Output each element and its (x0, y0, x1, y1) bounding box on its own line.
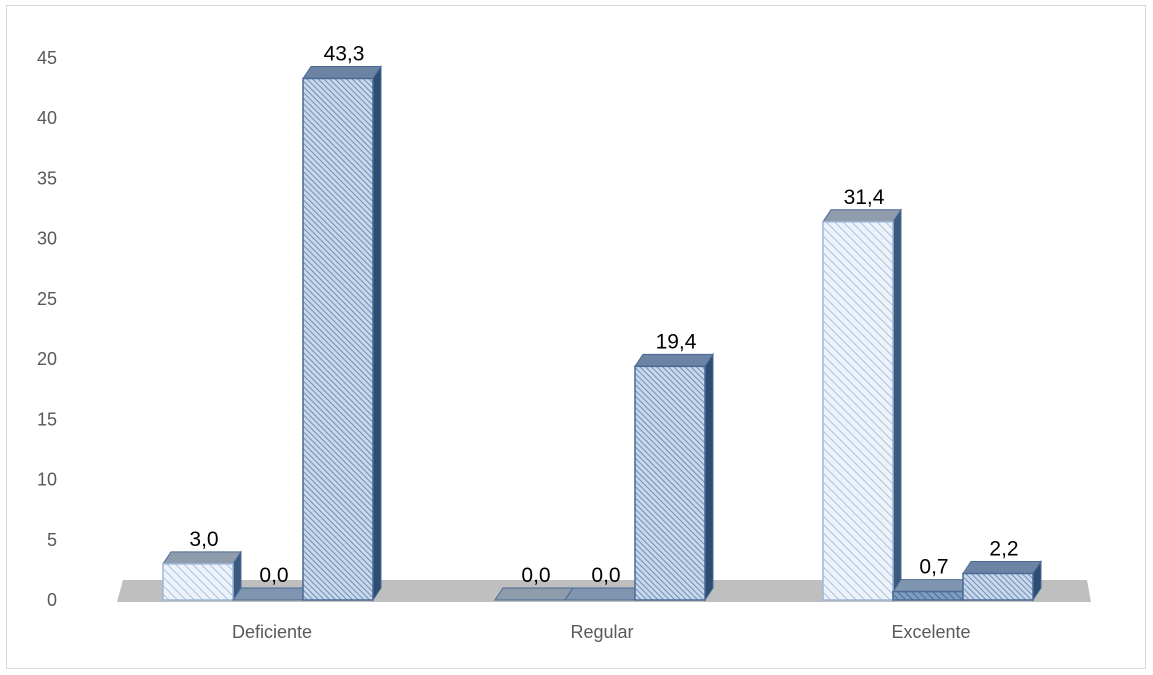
data-label: 0,0 (591, 564, 620, 587)
category-label: Regular (570, 622, 633, 642)
bar (565, 588, 643, 600)
column-chart: 0 5 10 15 20 25 30 35 40 45 3,0 0,0 43,3 0,0 0,0 19,4 3… (7, 6, 1147, 670)
y-tick-label: 30 (37, 229, 57, 249)
y-tick-label: 10 (37, 470, 57, 490)
bar (303, 66, 381, 600)
data-label: 0,0 (521, 564, 550, 587)
y-tick-label: 25 (37, 289, 57, 309)
category-labels: Deficiente Regular Excelente (232, 622, 971, 642)
data-label: 31,4 (844, 186, 885, 209)
category-label: Deficiente (232, 622, 312, 642)
bar (893, 580, 971, 600)
chart-frame: 0 5 10 15 20 25 30 35 40 45 3,0 0,0 43,3 0,0 0,0 19,4 3… (6, 5, 1146, 669)
bar (823, 210, 901, 600)
y-tick-label: 5 (47, 530, 57, 550)
bar (163, 552, 241, 600)
y-tick-label: 0 (47, 590, 57, 610)
data-label: 0,0 (259, 564, 288, 587)
y-tick-label: 40 (37, 108, 57, 128)
y-tick-label: 45 (37, 48, 57, 68)
data-label: 3,0 (189, 528, 218, 551)
y-tick-label: 20 (37, 349, 57, 369)
category-label: Excelente (891, 622, 970, 642)
y-tick-label: 35 (37, 168, 57, 188)
bar (495, 588, 573, 600)
bar (635, 354, 713, 600)
data-label: 0,7 (919, 556, 948, 579)
bar (963, 562, 1041, 600)
data-label: 19,4 (656, 330, 697, 353)
data-label: 43,3 (324, 42, 365, 65)
bar (233, 588, 311, 600)
y-axis-ticks: 0 5 10 15 20 25 30 35 40 45 (37, 48, 57, 610)
y-tick-label: 15 (37, 409, 57, 429)
bars (163, 66, 1041, 600)
data-label: 2,2 (989, 538, 1018, 561)
